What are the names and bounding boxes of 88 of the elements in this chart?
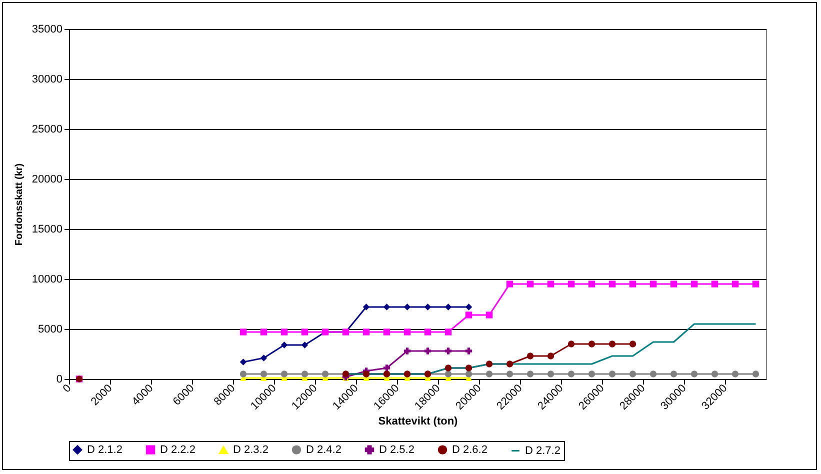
point: [486, 370, 493, 378]
point: [752, 370, 760, 378]
point: [486, 360, 493, 368]
point: [650, 280, 657, 288]
y-tick-label: 25000: [32, 124, 62, 136]
point: [608, 280, 616, 288]
point: [650, 370, 657, 378]
point: [608, 340, 616, 348]
point: [465, 348, 472, 354]
point: [404, 328, 411, 336]
point: [444, 328, 452, 336]
point: [568, 370, 575, 378]
point: [711, 280, 718, 288]
y-axis-title: Fordonsskatt (kr): [14, 163, 25, 246]
y-tick-label: 0: [56, 374, 62, 386]
point: [465, 304, 472, 310]
point: [670, 370, 678, 378]
point: [280, 342, 288, 348]
point: [280, 370, 288, 378]
point: [547, 370, 554, 378]
x-axis-title: Skattevikt (ton): [378, 416, 458, 428]
legend-label: D 2.3.2: [233, 444, 268, 456]
point: [424, 348, 432, 354]
point: [588, 340, 596, 348]
y-tick-label: 20000: [32, 174, 62, 186]
point: [568, 280, 575, 288]
legend-label: D 2.7.2: [525, 444, 560, 457]
point: [240, 358, 247, 366]
legend-label: D 2.1.2: [87, 444, 122, 456]
point: [732, 280, 739, 288]
point: [301, 342, 308, 348]
point: [301, 328, 308, 336]
point: [444, 370, 452, 378]
point: [260, 370, 268, 378]
point: [260, 354, 268, 362]
point: [506, 280, 514, 288]
point: [444, 304, 452, 310]
point: [629, 370, 636, 378]
point: [526, 370, 534, 378]
y-tick-label: 10000: [32, 274, 62, 286]
point: [465, 370, 472, 378]
legend-label: D 2.4.2: [306, 444, 342, 456]
point: [383, 304, 390, 310]
point: [690, 280, 698, 288]
point: [670, 280, 678, 288]
point: [711, 370, 718, 378]
point: [322, 370, 329, 378]
point: [506, 370, 514, 378]
point: [568, 340, 575, 348]
point: [752, 280, 760, 288]
point: [547, 352, 554, 360]
legend-label: D 2.2.2: [160, 444, 196, 456]
point: [444, 348, 452, 354]
point: [547, 280, 554, 288]
point: [465, 312, 472, 318]
point: [280, 328, 288, 336]
point: [629, 340, 636, 348]
y-tick-label: 15000: [32, 224, 62, 236]
y-tick-label: 5000: [38, 324, 62, 336]
point: [486, 312, 493, 318]
y-tick-label: 30000: [32, 74, 62, 86]
point: [588, 370, 596, 378]
point: [362, 328, 370, 336]
point: [362, 304, 370, 310]
x-tick-label: 0: [60, 382, 74, 396]
point: [301, 370, 308, 378]
point: [424, 304, 432, 310]
point: [732, 370, 739, 378]
point: [444, 364, 452, 372]
point: [240, 370, 247, 378]
point: [383, 328, 390, 336]
point: [260, 328, 268, 336]
point: [404, 304, 411, 310]
y-tick-label: 35000: [32, 24, 62, 36]
legend-label: D 2.6.2: [452, 444, 488, 456]
point: [240, 328, 247, 336]
point: [383, 364, 390, 372]
point: [526, 280, 534, 288]
point: [690, 370, 698, 378]
point: [506, 360, 514, 368]
point: [629, 280, 636, 288]
point: [424, 328, 432, 336]
point: [465, 364, 472, 372]
point: [404, 348, 411, 354]
point: [526, 352, 534, 360]
point: [608, 370, 616, 378]
legend-label: D 2.5.2: [379, 444, 414, 456]
point: [588, 280, 596, 288]
